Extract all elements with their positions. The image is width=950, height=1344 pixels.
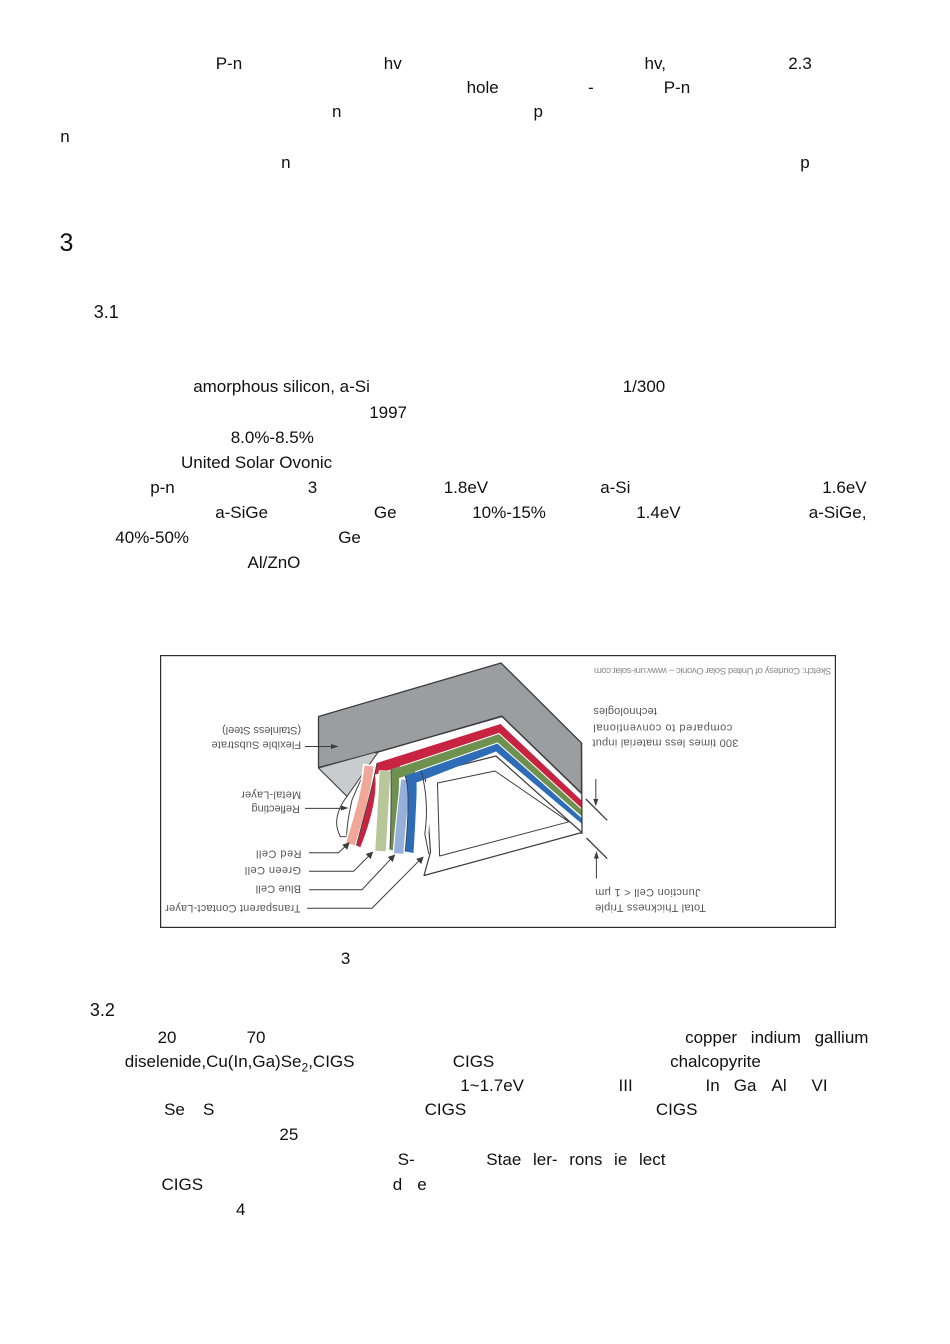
svg-text:Junction Cell < 1 μm: Junction Cell < 1 μm: [595, 886, 700, 898]
svg-text:Reflecting: Reflecting: [252, 802, 300, 814]
svg-text:Total Thickness Triple: Total Thickness Triple: [595, 901, 706, 913]
svg-text:(Stainless Steel): (Stainless Steel): [222, 724, 301, 736]
svg-text:Green Cell: Green Cell: [245, 864, 301, 876]
svg-text:Metal-Layer: Metal-Layer: [241, 788, 301, 800]
svg-text:Sketch: Courtesy of United Sol: Sketch: Courtesy of United Solar Ovonic …: [594, 665, 831, 676]
svg-text:Red Cell: Red Cell: [256, 847, 302, 859]
svg-text:Transparent Contact-Layer: Transparent Contact-Layer: [165, 902, 301, 914]
svg-text:300 times less material input: 300 times less material input: [592, 737, 738, 749]
svg-text:Flexible Substrate: Flexible Substrate: [211, 738, 301, 750]
svg-text:Blue Cell: Blue Cell: [256, 882, 301, 894]
svg-text:technologies: technologies: [593, 705, 657, 717]
svg-text:compared to conventional: compared to conventional: [593, 722, 732, 734]
